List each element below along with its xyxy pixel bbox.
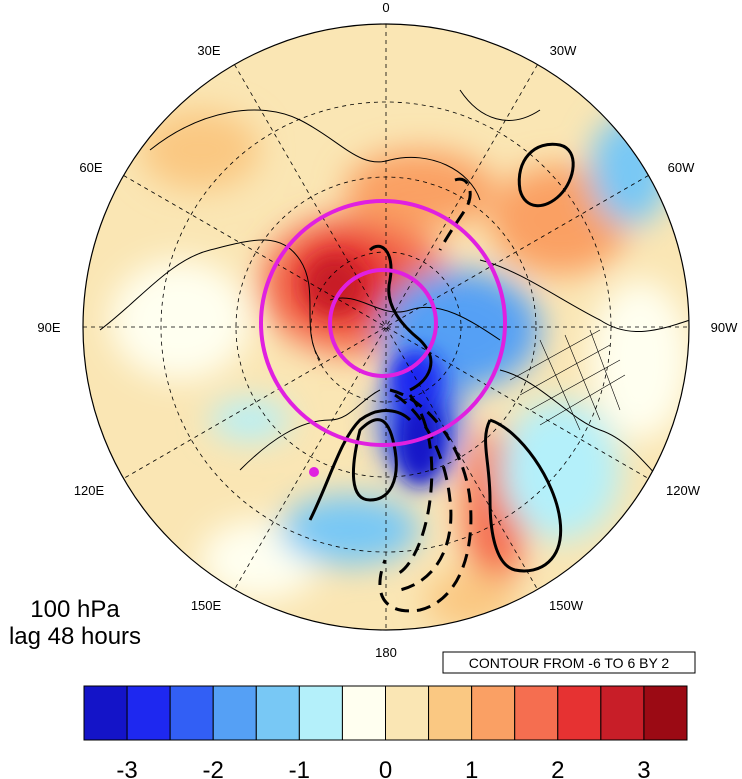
outer-ring	[259, 199, 507, 447]
contour-negative-north	[438, 177, 472, 251]
colorbar-swatch-9	[471, 685, 516, 741]
map-border	[82, 23, 690, 631]
inner-ring	[328, 268, 438, 378]
lon-label-0: 0	[382, 0, 389, 15]
colorbar-swatch-12	[600, 685, 645, 741]
colorbar-swatch-13	[643, 685, 688, 741]
lon-label-30e: 30E	[197, 43, 220, 58]
contour-positive-center	[368, 244, 433, 392]
colorbar-tick-label: -1	[289, 757, 310, 779]
lon-label-150e: 150E	[191, 598, 222, 613]
colorbar-swatch-11	[557, 685, 602, 741]
lon-label-90e: 90E	[37, 320, 60, 335]
state-boundaries	[509, 329, 626, 431]
contour-negative-inner	[394, 394, 434, 577]
colorbar-tick-labels: -3 -2 -1 0 1 2 3	[116, 757, 650, 779]
lon-label-60e: 60E	[79, 160, 102, 175]
lon-label-30w: 30W	[550, 43, 577, 58]
contour-note-box	[442, 651, 696, 674]
shaded-anomaly-field	[83, 24, 689, 630]
colorbar-swatch-1	[126, 685, 171, 741]
lon-label-180: 180	[375, 645, 397, 660]
colorbar-swatch-7	[385, 685, 430, 741]
colorbar-swatch-8	[428, 685, 473, 741]
height-contours	[308, 142, 575, 613]
contour-positive-north	[517, 142, 575, 208]
contour-positive-east	[484, 418, 563, 573]
graticule	[83, 24, 689, 630]
colorbar-tick-label: 3	[637, 757, 650, 779]
lon-label-120w: 120W	[666, 483, 701, 498]
colorbar-tick-label: 1	[465, 757, 478, 779]
lon-label-150w: 150W	[549, 598, 584, 613]
colorbar-swatch-3	[212, 685, 257, 741]
colorbar-tick-label: 0	[379, 757, 392, 779]
colorbar	[83, 685, 688, 741]
magenta-marker-dot	[309, 467, 319, 477]
lon-label-120e: 120E	[74, 483, 105, 498]
contour-note: CONTOUR FROM -6 TO 6 BY 2	[469, 655, 670, 671]
lon-label-60w: 60W	[668, 160, 695, 175]
colorbar-swatch-4	[255, 685, 300, 741]
lag-label: lag 48 hours	[9, 623, 141, 650]
contour-positive-outer	[308, 409, 412, 521]
magenta-rings	[259, 199, 507, 447]
level-label: 100 hPa	[30, 596, 120, 623]
contour-negative-middle	[394, 393, 453, 592]
colorbar-swatch-10	[514, 685, 559, 741]
colorbar-tick-label: 2	[551, 757, 564, 779]
colorbar-tick-label: -2	[203, 757, 224, 779]
coastlines	[99, 89, 689, 491]
contour-positive-west	[351, 418, 398, 502]
lon-label-90w: 90W	[711, 320, 738, 335]
longitude-labels: 0 30E 30W 60E 60W 90E 90W 120E 120W 150E…	[37, 0, 738, 660]
colorbar-tick-label: -3	[116, 757, 137, 779]
colorbar-swatch-0	[83, 685, 128, 741]
colorbar-swatch-6	[341, 685, 386, 741]
colorbar-swatch-5	[298, 685, 343, 741]
colorbar-swatch-2	[169, 685, 214, 741]
